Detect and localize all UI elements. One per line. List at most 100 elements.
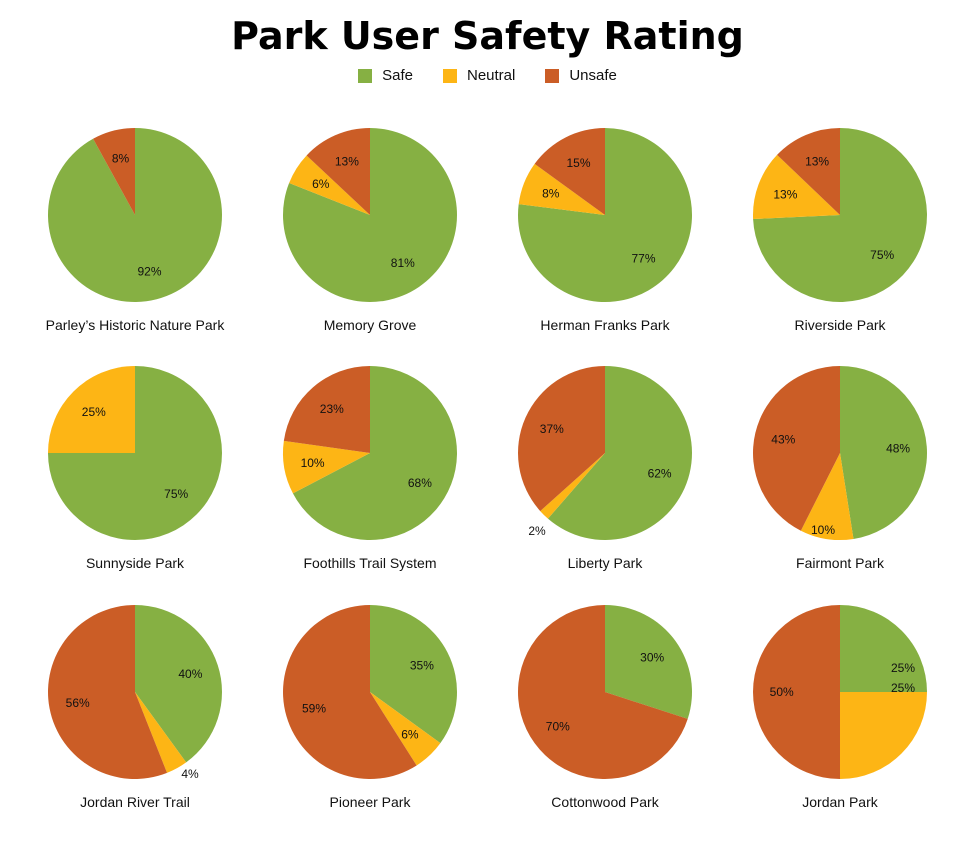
pie-label-safe: 30% [640, 651, 664, 665]
pie-slice-neutral [370, 692, 441, 766]
pie-label-safe: 62% [648, 466, 672, 480]
pie-chart: 62% 2% 37% Liberty Park [518, 366, 692, 571]
legend-swatch-unsafe [545, 68, 560, 83]
pie-slice-unsafe [752, 366, 840, 531]
legend-swatch-safe [358, 68, 373, 83]
pie-slice-unsafe [283, 605, 417, 779]
pie-slice-neutral [282, 440, 370, 494]
pie-label-unsafe: 13% [335, 155, 359, 169]
pie-label-neutral: 10% [811, 523, 835, 537]
pie-name: Herman Franks Park [540, 317, 670, 333]
pie-name: Jordan Park [802, 794, 878, 810]
pie-label-safe: 92% [137, 265, 161, 279]
pie-label-neutral: 6% [312, 177, 330, 191]
pie-label-safe: 81% [391, 256, 415, 270]
pie-chart: 75% 25% Sunnyside Park [48, 366, 222, 571]
pie-slice-unsafe [93, 128, 135, 215]
pie-slice-safe [753, 128, 927, 302]
pie-label-unsafe: 23% [320, 402, 344, 416]
pie-slice-unsafe [534, 128, 605, 215]
pie-name: Riverside Park [794, 317, 886, 333]
pie-slice-neutral [289, 155, 370, 215]
pie-slice-neutral [840, 692, 927, 779]
pie-label-safe: 35% [410, 659, 434, 673]
pie-slice-neutral [518, 163, 605, 215]
pie-label-unsafe: 70% [546, 719, 570, 733]
pie-slice-neutral [540, 453, 605, 519]
pie-label-neutral: 4% [181, 767, 199, 781]
pie-slice-safe [282, 128, 457, 302]
pie-slice-safe [547, 366, 692, 540]
pie-label-safe: 77% [631, 252, 655, 266]
pie-chart: 40% 4% 56% Jordan River Trail [48, 605, 222, 810]
legend-swatch-neutral [442, 68, 457, 83]
pie-chart: 25% 25% 50% Jordan Park [753, 605, 927, 810]
pie-name: Pioneer Park [330, 794, 412, 810]
pie-chart: 81% 6% 13% Memory Grove [282, 128, 457, 333]
legend-item-safe: Safe [358, 67, 413, 84]
pie-label-neutral: 25% [891, 681, 915, 695]
legend-item-neutral: Neutral [442, 67, 516, 84]
pie-name: Parley’s Historic Nature Park [46, 317, 226, 333]
pie-slice-unsafe [517, 605, 688, 779]
pie-slice-safe [292, 366, 458, 540]
pie-label-neutral: 13% [773, 188, 797, 202]
legend-label-safe: Safe [382, 67, 413, 84]
pie-slice-unsafe [48, 605, 168, 779]
pie-label-neutral: 8% [542, 187, 560, 201]
pie-slice-neutral [135, 692, 187, 773]
pie-chart: 35% 6% 59% Pioneer Park [283, 605, 457, 810]
pie-label-unsafe: 59% [302, 701, 326, 715]
pie-label-unsafe: 37% [540, 422, 564, 436]
pie-slice-safe [370, 605, 457, 744]
pie-chart: 30% 70% Cottonwood Park [517, 605, 692, 810]
pie-name: Liberty Park [568, 555, 644, 571]
legend: Safe Neutral Unsafe [0, 67, 975, 84]
pie-label-unsafe: 8% [112, 152, 130, 166]
pie-slice-safe [605, 605, 692, 719]
pie-slice-unsafe [283, 366, 370, 453]
pie-label-unsafe: 15% [566, 156, 590, 170]
pie-slice-unsafe [518, 366, 605, 512]
pie-name: Jordan River Trail [80, 794, 190, 810]
chart-title: Park User Safety Rating [231, 14, 744, 58]
pie-label-neutral: 2% [528, 524, 546, 538]
pie-slice-safe [518, 128, 693, 302]
pie-slice-neutral [48, 366, 135, 453]
pie-name: Fairmont Park [796, 555, 885, 571]
pie-chart: 92% 8% Parley’s Historic Nature Park [46, 128, 226, 333]
pie-slice-unsafe [753, 605, 840, 779]
pie-label-safe: 75% [164, 487, 188, 501]
pie-name: Foothills Trail System [303, 555, 436, 571]
pie-label-unsafe: 50% [770, 685, 794, 699]
pie-label-unsafe: 56% [66, 696, 90, 710]
pie-slice-neutral [800, 453, 854, 541]
pie-label-safe: 75% [870, 248, 894, 262]
legend-item-unsafe: Unsafe [545, 67, 617, 84]
pie-slice-safe [840, 366, 928, 539]
pie-slice-safe [48, 128, 223, 302]
pie-chart: 48% 10% 43% Fairmont Park [752, 366, 928, 571]
pie-slice-neutral [752, 154, 840, 220]
pie-label-safe: 40% [178, 667, 202, 681]
legend-label-neutral: Neutral [466, 67, 516, 84]
pie-name: Sunnyside Park [86, 555, 185, 571]
pie-label-unsafe: 43% [771, 433, 795, 447]
pie-slice-unsafe [777, 127, 840, 215]
pie-label-neutral: 25% [82, 405, 106, 419]
pie-slice-safe [840, 605, 927, 692]
legend-label-unsafe: Unsafe [569, 67, 617, 84]
pie-slice-safe [135, 605, 222, 763]
pie-label-neutral: 6% [401, 728, 419, 742]
pie-label-safe: 25% [891, 661, 915, 675]
pie-name: Cottonwood Park [551, 794, 659, 810]
pie-label-safe: 68% [408, 476, 432, 490]
pie-chart: 75% 13% 13% Riverside Park [752, 127, 927, 333]
pie-label-neutral: 10% [301, 456, 325, 470]
pie-chart: 77% 8% 15% Herman Franks Park [518, 128, 693, 333]
pie-name: Memory Grove [324, 317, 417, 333]
pie-slice-unsafe [306, 128, 370, 215]
pie-label-unsafe: 13% [805, 154, 829, 168]
pie-label-safe: 48% [886, 442, 910, 456]
